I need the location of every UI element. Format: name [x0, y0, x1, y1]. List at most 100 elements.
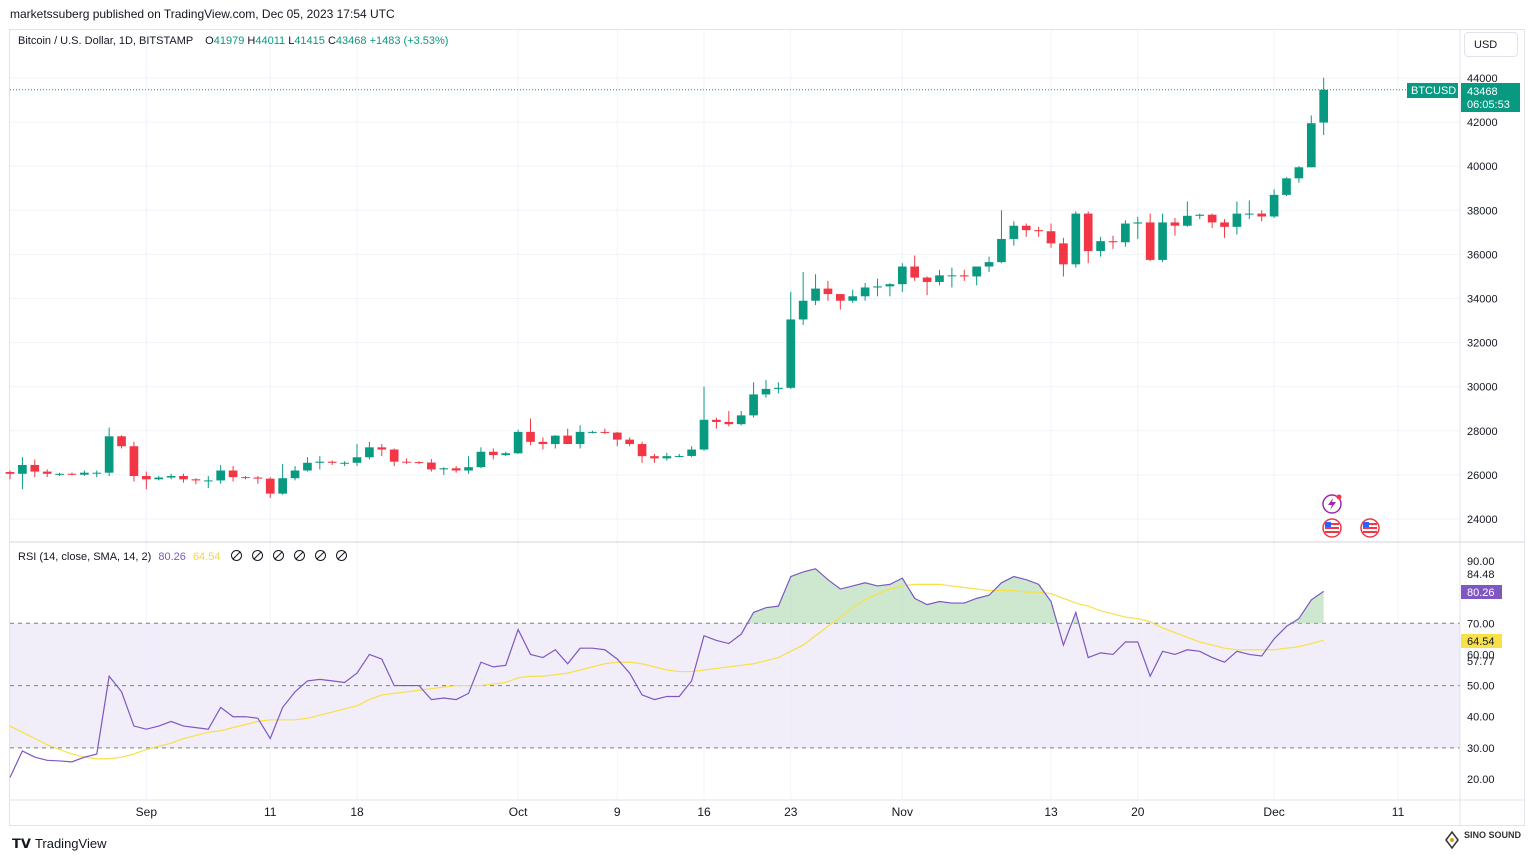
candle[interactable]	[1108, 235, 1118, 249]
eye-hidden-icon[interactable]	[272, 550, 284, 561]
candle[interactable]	[600, 428, 610, 435]
candle[interactable]	[203, 476, 213, 489]
candle[interactable]	[712, 417, 721, 429]
candle[interactable]	[241, 476, 250, 480]
candle[interactable]	[997, 210, 1006, 264]
candle[interactable]	[836, 294, 845, 310]
candle[interactable]	[786, 291, 796, 389]
candle[interactable]	[1158, 213, 1167, 263]
candle[interactable]	[984, 256, 994, 273]
candle[interactable]	[389, 448, 399, 467]
candle[interactable]	[612, 431, 622, 447]
candle[interactable]	[724, 410, 734, 427]
candle[interactable]	[1170, 218, 1180, 236]
candle[interactable]	[873, 278, 882, 297]
candle[interactable]	[464, 456, 473, 474]
candle[interactable]	[476, 447, 486, 469]
candle[interactable]	[191, 478, 201, 485]
candle[interactable]	[117, 435, 126, 449]
candle[interactable]	[42, 469, 52, 478]
candle[interactable]	[67, 472, 77, 476]
candle[interactable]	[1059, 237, 1068, 277]
candle[interactable]	[910, 255, 920, 281]
us-flag-event-icon[interactable]	[1360, 518, 1380, 538]
rsi-legend[interactable]: RSI (14, close, SMA, 14, 2) 80.26 64.54	[18, 550, 347, 563]
candle[interactable]	[352, 444, 362, 467]
candle[interactable]	[513, 429, 523, 454]
candle[interactable]	[327, 460, 337, 465]
candle[interactable]	[1257, 210, 1267, 222]
candle[interactable]	[947, 267, 957, 288]
candle[interactable]	[402, 458, 411, 464]
candle[interactable]	[935, 269, 944, 286]
candle[interactable]	[674, 453, 684, 458]
candle[interactable]	[18, 457, 27, 490]
candle[interactable]	[860, 283, 870, 301]
eye-hidden-icon[interactable]	[293, 550, 305, 561]
candle[interactable]	[848, 289, 858, 303]
candle[interactable]	[501, 451, 511, 457]
candle[interactable]	[972, 266, 982, 286]
candle[interactable]	[563, 428, 573, 445]
candle[interactable]	[228, 466, 238, 482]
candle[interactable]	[1220, 219, 1229, 238]
candle[interactable]	[166, 473, 176, 480]
candle[interactable]	[315, 456, 325, 470]
candle[interactable]	[1021, 223, 1031, 237]
candle[interactable]	[1096, 236, 1105, 257]
tradingview-brand[interactable]: 𝗧𝗩 TradingView	[12, 836, 106, 852]
candle[interactable]	[959, 269, 969, 281]
candle[interactable]	[55, 472, 64, 477]
candle[interactable]	[662, 452, 672, 461]
candle[interactable]	[1319, 77, 1329, 135]
candle[interactable]	[625, 437, 634, 447]
candle[interactable]	[80, 470, 89, 477]
candle[interactable]	[303, 457, 312, 472]
candle[interactable]	[1071, 211, 1081, 268]
us-flag-event-icon[interactable]	[1322, 518, 1342, 538]
candle[interactable]	[699, 386, 709, 451]
candle[interactable]	[1232, 201, 1242, 235]
candle[interactable]	[637, 441, 647, 463]
candle[interactable]	[340, 461, 349, 467]
candle[interactable]	[1244, 200, 1254, 220]
candle[interactable]	[377, 444, 387, 457]
candle[interactable]	[414, 461, 424, 464]
candle[interactable]	[774, 382, 783, 394]
candle[interactable]	[811, 274, 820, 306]
candle[interactable]	[1083, 211, 1093, 264]
candle[interactable]	[885, 283, 895, 297]
candle[interactable]	[365, 441, 374, 460]
candle[interactable]	[526, 418, 535, 446]
candle[interactable]	[1269, 189, 1279, 219]
candle[interactable]	[550, 435, 560, 449]
candle[interactable]	[736, 410, 746, 426]
candle[interactable]	[104, 427, 114, 477]
candle[interactable]	[687, 446, 696, 458]
candle[interactable]	[588, 430, 597, 434]
candle[interactable]	[1046, 223, 1056, 248]
candle[interactable]	[1294, 166, 1304, 183]
eye-hidden-icon[interactable]	[251, 550, 263, 561]
candle[interactable]	[1133, 216, 1143, 239]
candle[interactable]	[798, 272, 808, 325]
candle[interactable]	[216, 464, 226, 484]
candle[interactable]	[488, 448, 498, 460]
candle[interactable]	[427, 459, 436, 472]
candle[interactable]	[1282, 177, 1291, 196]
candle[interactable]	[1009, 221, 1019, 246]
candle[interactable]	[1306, 115, 1316, 168]
candle[interactable]	[1183, 201, 1192, 227]
candle[interactable]	[538, 437, 548, 450]
symbol-legend[interactable]: Bitcoin / U.S. Dollar, 1D, BITSTAMP O419…	[18, 35, 448, 47]
eye-hidden-icon[interactable]	[230, 550, 242, 561]
candle[interactable]	[1207, 213, 1217, 228]
candle[interactable]	[129, 441, 139, 482]
candle[interactable]	[154, 476, 164, 481]
candle[interactable]	[290, 466, 300, 481]
candle[interactable]	[179, 473, 188, 483]
eye-hidden-icon[interactable]	[314, 550, 326, 561]
candle[interactable]	[30, 459, 40, 478]
candle[interactable]	[451, 466, 461, 473]
